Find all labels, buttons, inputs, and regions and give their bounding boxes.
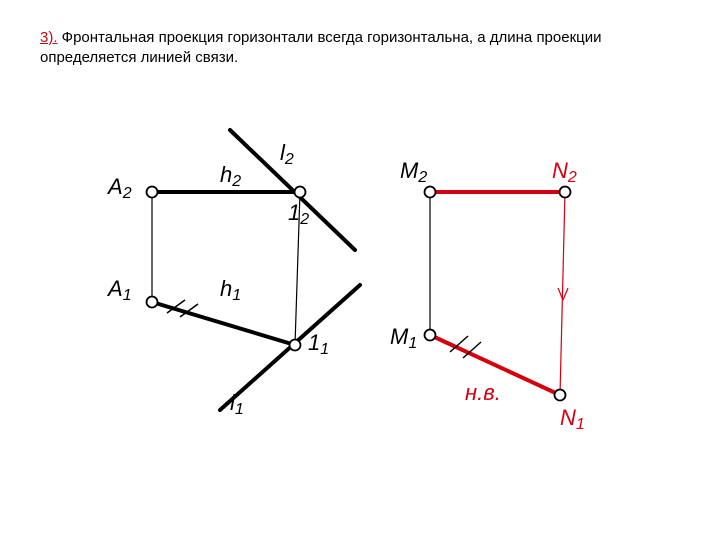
svg-text:l2: l2 — [280, 140, 294, 168]
svg-text:A1: A1 — [106, 276, 132, 304]
svg-text:A2: A2 — [106, 174, 132, 202]
heading-body: Фронтальная проекция горизонтали всегда … — [40, 29, 602, 66]
svg-text:11: 11 — [308, 330, 329, 358]
svg-text:M1: M1 — [390, 324, 417, 352]
svg-text:M2: M2 — [400, 158, 427, 186]
svg-text:h1: h1 — [220, 276, 241, 304]
heading-number: 3). — [40, 29, 58, 46]
svg-text:h2: h2 — [220, 162, 241, 190]
projection-diagram: A2A1h2h1l2l11211M2M1N2N1н.в. — [70, 120, 650, 450]
heading-text: 3). Фронтальная проекция горизонтали все… — [40, 28, 680, 67]
svg-text:н.в.: н.в. — [465, 380, 501, 405]
svg-text:N2: N2 — [552, 158, 577, 186]
svg-text:N1: N1 — [560, 405, 585, 433]
